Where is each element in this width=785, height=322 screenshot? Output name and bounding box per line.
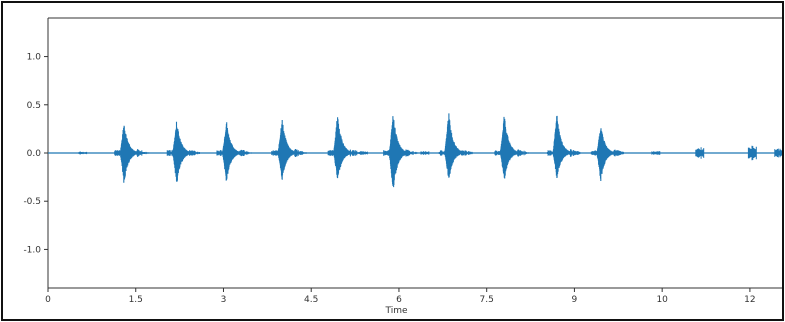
waveform-burst xyxy=(166,121,204,182)
waveform-small-event xyxy=(271,151,281,155)
x-tick-label: 3 xyxy=(221,295,227,305)
y-tick-label: 1.0 xyxy=(27,53,42,63)
waveform-burst-path xyxy=(216,122,254,181)
x-axis-ticks: 0 1.5 3 4.5 6 7.5 9 10 12 xyxy=(45,288,756,305)
waveform-burst-path xyxy=(114,125,151,183)
waveform-burst xyxy=(114,125,151,183)
waveform-small-event xyxy=(695,147,705,159)
x-tick-label: 12 xyxy=(744,295,755,305)
x-tick-label: 0 xyxy=(45,295,51,305)
waveform-burst-path xyxy=(438,113,476,178)
waveform-small-event xyxy=(420,151,430,155)
waveform-small-event xyxy=(774,148,782,158)
waveform-small-event xyxy=(78,151,88,155)
waveform-burst xyxy=(438,113,476,178)
waveform-burst-path xyxy=(590,128,628,181)
x-tick-label: 4.5 xyxy=(304,295,318,305)
waveform-burst xyxy=(272,120,309,180)
x-tick-label: 7.5 xyxy=(480,295,494,305)
waveform-small-event xyxy=(651,151,661,155)
y-tick-label: -0.5 xyxy=(23,197,41,207)
waveform-burst xyxy=(546,115,584,178)
waveform-small-event xyxy=(747,145,757,161)
waveform-burst xyxy=(216,122,254,181)
x-tick-label: 1.5 xyxy=(129,295,143,305)
waveform-small-event xyxy=(359,151,368,155)
waveform-burst xyxy=(383,116,420,188)
x-tick-label: 9 xyxy=(572,295,578,305)
x-axis-label: Time xyxy=(384,306,407,316)
x-tick-label: 10 xyxy=(656,295,668,305)
waveform-series xyxy=(48,113,782,188)
waveform-burst-path xyxy=(494,116,531,179)
y-tick-label: 0.5 xyxy=(27,101,41,111)
x-tick-label: 6 xyxy=(396,295,402,305)
y-tick-label: 0.0 xyxy=(27,149,42,159)
waveform-chart: 1.0 0.5 0.0 -0.5 -1.0 0 1.5 3 4.5 6 7.5 9 10 12 Time xyxy=(23,17,782,316)
waveform-burst-path xyxy=(272,120,309,180)
waveform-burst-path xyxy=(546,115,584,178)
waveform-burst xyxy=(327,117,365,179)
waveform-burst xyxy=(590,128,628,181)
waveform-burst-path xyxy=(166,121,204,182)
waveform-burst-path xyxy=(383,116,420,188)
y-axis-ticks: 1.0 0.5 0.0 -0.5 -1.0 xyxy=(23,53,48,255)
waveform-burst xyxy=(494,116,531,179)
waveform-burst-path xyxy=(327,117,365,179)
y-tick-label: -1.0 xyxy=(23,245,41,255)
